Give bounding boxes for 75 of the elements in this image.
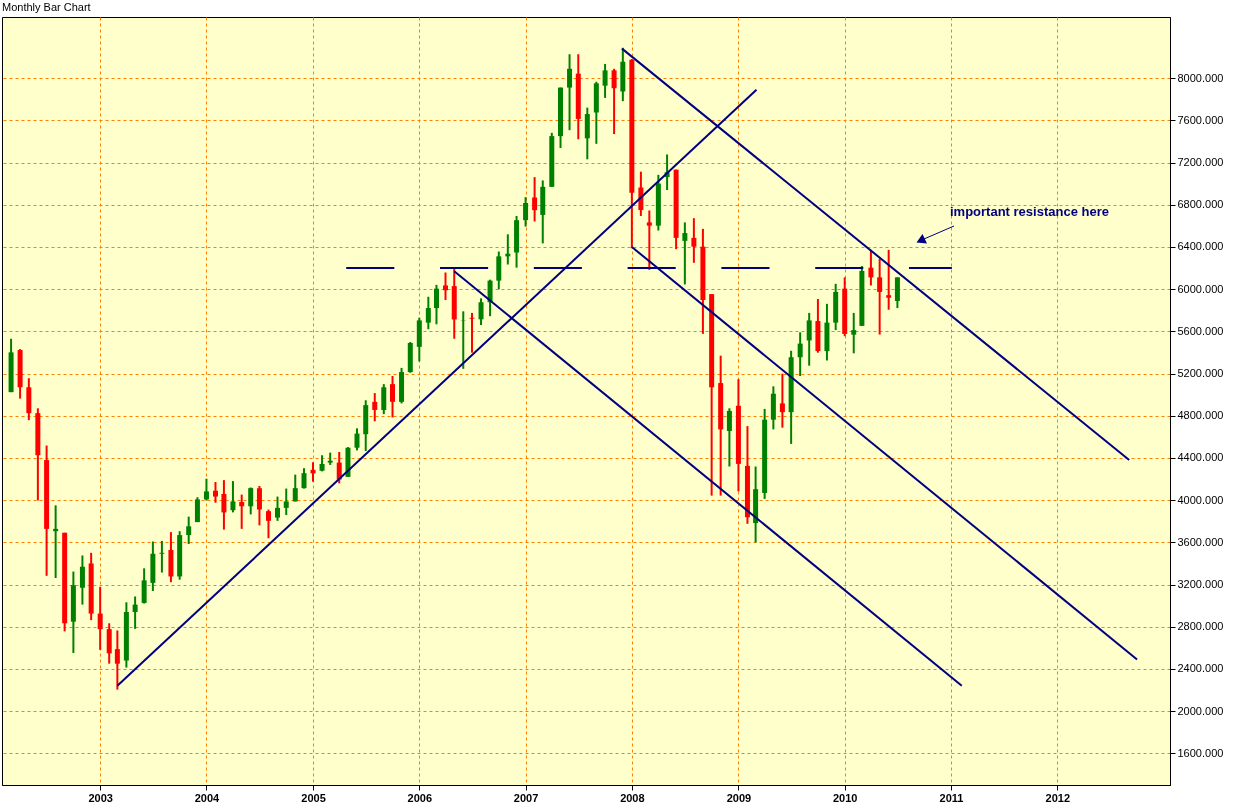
candlestick [159, 539, 165, 574]
candlestick [390, 375, 396, 419]
x-tick-label: 2007 [513, 791, 539, 804]
y-tick-label: 3600.000 [1177, 535, 1224, 548]
candlestick [478, 297, 484, 327]
candlestick [97, 585, 103, 651]
x-tick-label: 2009 [726, 791, 752, 804]
candlestick [212, 481, 218, 504]
candlestick [646, 209, 652, 271]
x-tick-label: 2006 [407, 791, 433, 804]
candlestick [779, 372, 785, 429]
y-tick-label: 6400.000 [1177, 240, 1224, 253]
candlestick [425, 295, 431, 331]
y-tick-label: 4400.000 [1177, 451, 1224, 464]
y-tick-label: 2800.000 [1177, 620, 1224, 633]
candlestick [265, 508, 271, 540]
y-tick-label: 3200.000 [1177, 578, 1224, 591]
y-tick-label: 1600.000 [1177, 746, 1224, 759]
candlestick [381, 383, 387, 416]
y-tick-label: 6800.000 [1177, 198, 1224, 211]
candlestick [691, 217, 697, 264]
x-tick-label: 2005 [301, 791, 326, 804]
candlestick [682, 221, 688, 286]
candlestick [256, 484, 262, 527]
candlestick [203, 477, 209, 502]
candlestick [292, 473, 298, 503]
candlestick [230, 480, 236, 514]
candlestick [132, 595, 138, 630]
candlestick [194, 496, 200, 524]
annotation: important resistance here [950, 204, 1109, 219]
candlestick [894, 276, 900, 310]
y-tick-label: 4000.000 [1177, 493, 1224, 506]
x-tick-label: 2010 [832, 791, 858, 804]
candlestick [443, 271, 449, 302]
candlestick [248, 486, 254, 516]
candlestick [469, 311, 475, 354]
y-tick-label: 6000.000 [1177, 282, 1224, 295]
candlestick [851, 311, 857, 355]
y-tick-label: 2400.000 [1177, 662, 1224, 675]
candlestick [275, 495, 280, 522]
candlestick [886, 248, 892, 311]
candlestick [532, 176, 538, 223]
candlestick [301, 467, 307, 490]
x-tick-label: 2011 [939, 791, 964, 804]
y-tick-label: 4800.000 [1177, 409, 1224, 422]
x-tick-label: 2012 [1045, 791, 1071, 804]
y-tick-label: 7200.000 [1177, 156, 1224, 169]
candlestick [141, 567, 147, 605]
candlestick [726, 407, 732, 468]
candlestick [186, 515, 192, 546]
candlestick [114, 629, 120, 691]
y-tick-label: 2000.000 [1177, 704, 1224, 717]
candlestick [372, 392, 378, 423]
candlestick [523, 196, 529, 228]
candlestick [433, 283, 439, 326]
candlestick [79, 554, 85, 606]
chart-title: Monthly Bar Chart [2, 1, 91, 13]
y-tick-label: 7600.000 [1177, 113, 1224, 126]
x-tick-label: 2004 [194, 791, 221, 804]
x-tick-label: 2003 [88, 791, 113, 804]
candlestick [354, 427, 360, 452]
candlestick [602, 62, 608, 99]
candlestick [806, 311, 812, 367]
candlestick [239, 493, 245, 530]
candlestick [221, 479, 227, 531]
candlestick [797, 331, 803, 377]
y-tick-label: 8000.000 [1177, 71, 1224, 84]
candlestick [638, 170, 644, 217]
y-tick-label: 5200.000 [1177, 367, 1224, 380]
candlestick [611, 67, 617, 136]
candlestick [283, 487, 289, 517]
candlestick [877, 257, 883, 336]
y-tick-label: 5600.000 [1177, 324, 1224, 337]
candlestick [567, 53, 573, 132]
x-tick-label: 2008 [620, 791, 645, 804]
